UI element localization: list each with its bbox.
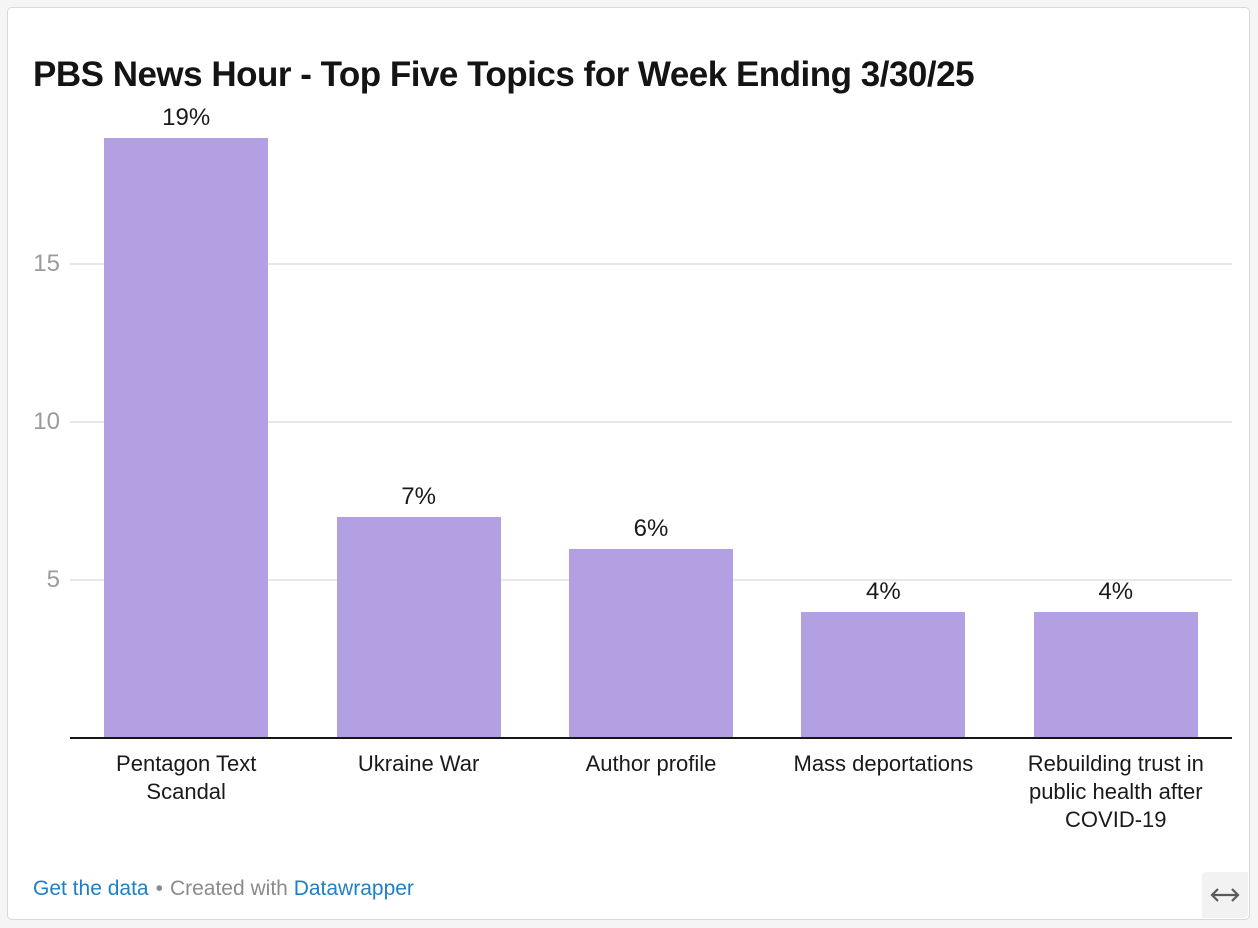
created-with-text: Created with bbox=[169, 877, 288, 900]
y-axis-tick-label: 15 bbox=[33, 250, 60, 278]
value-label-author-profile: 6% bbox=[633, 514, 669, 542]
chart-title: PBS News Hour - Top Five Topics for Week… bbox=[33, 55, 975, 95]
value-label-mass-deportations: 4% bbox=[866, 577, 901, 605]
footer-separator: • bbox=[155, 877, 163, 900]
chart-card: PBS News Hour - Top Five Topics for Week… bbox=[7, 7, 1250, 920]
value-label-ukraine-war: 7% bbox=[401, 483, 436, 510]
x-axis-line bbox=[70, 737, 1232, 739]
category-label-pentagon-text-scandal: Pentagon Text Scandal bbox=[116, 751, 257, 804]
category-label-rebuilding-trust-in-public-health-after-covid-19: Rebuilding trust in public health after … bbox=[1027, 751, 1204, 832]
category-label-ukraine-war: Ukraine War bbox=[357, 751, 480, 776]
get-the-data-link[interactable]: Get the data bbox=[33, 877, 149, 900]
datawrapper-link[interactable]: Datawrapper bbox=[293, 877, 414, 900]
y-axis-tick-label: 10 bbox=[33, 408, 60, 436]
gridline-15 bbox=[70, 263, 1232, 266]
bar-pentagon-text-scandal bbox=[104, 138, 269, 738]
expand-chart-button[interactable] bbox=[1202, 872, 1248, 918]
bar-author-profile bbox=[569, 548, 733, 738]
bar-rebuilding-trust-in-public-health-after-covid-19 bbox=[1033, 611, 1198, 738]
bar-ukraine-war bbox=[336, 517, 501, 738]
chart-footer: Get the data • Created with Datawrapper bbox=[33, 877, 414, 901]
y-axis-tick-label: 5 bbox=[46, 566, 60, 594]
category-label-mass-deportations: Mass deportations bbox=[793, 751, 974, 776]
gridline-10 bbox=[70, 421, 1232, 424]
left-right-arrow-icon bbox=[1208, 886, 1242, 904]
value-label-pentagon-text-scandal: 19% bbox=[162, 104, 211, 132]
category-label-author-profile: Author profile bbox=[585, 751, 717, 776]
value-label-rebuilding-trust-in-public-health-after-covid-19: 4% bbox=[1098, 577, 1134, 605]
bar-mass-deportations bbox=[801, 611, 966, 738]
